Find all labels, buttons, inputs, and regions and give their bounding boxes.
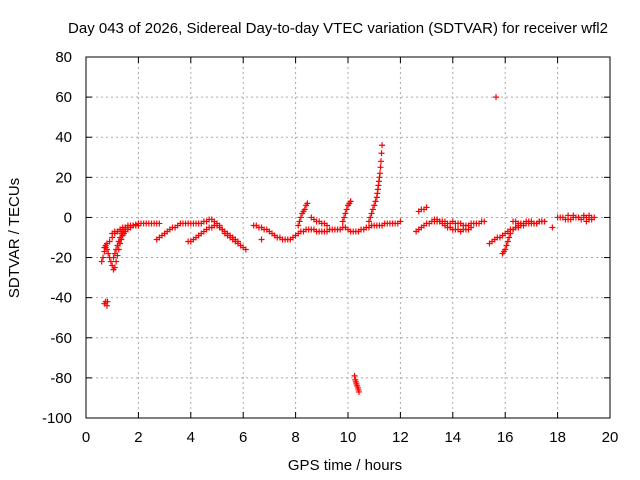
y-tick-label: -20: [50, 250, 72, 267]
data-point: [114, 242, 121, 249]
x-axis: 0 2 4 6 8 10 12 14 16 18 20: [82, 57, 619, 446]
data-point: [258, 236, 265, 243]
y-tick-label: -100: [42, 410, 72, 427]
grid: [86, 57, 610, 418]
data-point: [368, 210, 375, 217]
chart-title: Day 043 of 2026, Sidereal Day-to-day VTE…: [68, 20, 608, 37]
x-tick-label: 20: [602, 429, 619, 446]
x-tick-label: 10: [340, 429, 357, 446]
data-point: [343, 206, 350, 213]
y-tick-label: 40: [55, 129, 72, 146]
x-tick-label: 6: [239, 429, 247, 446]
data-point: [356, 388, 363, 395]
data-point: [372, 198, 379, 205]
series-3: [250, 198, 404, 243]
data-point: [113, 258, 120, 265]
data-point: [296, 218, 303, 225]
data-point: [339, 218, 346, 225]
data-point: [351, 372, 358, 379]
data-point: [549, 224, 556, 231]
y-axis: -100 -80 -60 -40 -20 0 20 40 60 80: [42, 49, 610, 427]
data-point: [347, 198, 354, 205]
series-1: [98, 220, 163, 309]
data-point: [110, 254, 117, 261]
data-point: [365, 218, 372, 225]
data-point: [111, 250, 118, 257]
series-8: [554, 212, 598, 225]
data-point: [156, 220, 163, 227]
data-point: [565, 212, 572, 219]
data-point: [588, 214, 595, 221]
data-point: [242, 246, 249, 253]
x-tick-label: 18: [549, 429, 566, 446]
y-tick-label: -80: [50, 370, 72, 387]
data-point: [376, 170, 383, 177]
x-axis-label: GPS time / hours: [288, 457, 402, 474]
data-point: [106, 238, 113, 245]
data-point: [117, 234, 124, 241]
data-point: [111, 264, 118, 271]
data-point: [378, 158, 385, 165]
data-point: [367, 214, 374, 221]
data-point: [342, 210, 349, 217]
data-point: [423, 204, 430, 211]
data-point: [468, 224, 475, 231]
data-point: [504, 238, 511, 245]
data-point: [541, 218, 548, 225]
data-point: [481, 218, 488, 225]
data-point: [295, 222, 302, 229]
x-tick-label: 16: [497, 429, 514, 446]
data-point: [301, 206, 308, 213]
data-point: [503, 242, 510, 249]
x-tick-label: 2: [134, 429, 142, 446]
x-tick-label: 4: [187, 429, 195, 446]
data-point: [570, 212, 577, 219]
y-tick-label: 20: [55, 169, 72, 186]
y-tick-label: -40: [50, 290, 72, 307]
x-tick-label: 0: [82, 429, 90, 446]
y-tick-label: -60: [50, 330, 72, 347]
data-point: [507, 230, 514, 237]
data-point: [506, 234, 513, 241]
data-point: [575, 214, 582, 221]
x-tick-label: 12: [392, 429, 409, 446]
data-point: [580, 212, 587, 219]
data-point: [297, 214, 304, 221]
y-axis-label: SDTVAR / TECUs: [6, 178, 23, 298]
data-points: [98, 94, 598, 395]
data-point: [304, 200, 311, 207]
data-point: [104, 298, 111, 305]
data-point: [113, 246, 120, 253]
y-tick-label: 0: [64, 209, 72, 226]
data-point: [371, 202, 378, 209]
data-point: [397, 218, 404, 225]
x-tick-label: 14: [444, 429, 461, 446]
data-point: [493, 94, 500, 101]
y-tick-label: 60: [55, 89, 72, 106]
data-point: [124, 226, 131, 233]
data-point: [377, 164, 384, 171]
data-point: [324, 222, 331, 229]
data-point: [378, 150, 385, 157]
data-point: [341, 214, 348, 221]
data-point: [135, 222, 142, 229]
series-5: [365, 142, 386, 225]
data-point: [107, 258, 114, 265]
x-tick-label: 8: [291, 429, 299, 446]
data-point: [379, 142, 386, 149]
data-point: [369, 206, 376, 213]
series-2: [153, 216, 249, 253]
series-6: [413, 204, 488, 235]
data-point: [100, 254, 107, 261]
data-point: [234, 238, 241, 245]
data-point: [502, 246, 509, 253]
series-4: [351, 372, 363, 395]
data-point: [115, 238, 122, 245]
y-tick-label: 80: [55, 49, 72, 66]
data-point: [105, 250, 112, 257]
data-point: [98, 258, 105, 265]
series-7: [486, 94, 556, 257]
